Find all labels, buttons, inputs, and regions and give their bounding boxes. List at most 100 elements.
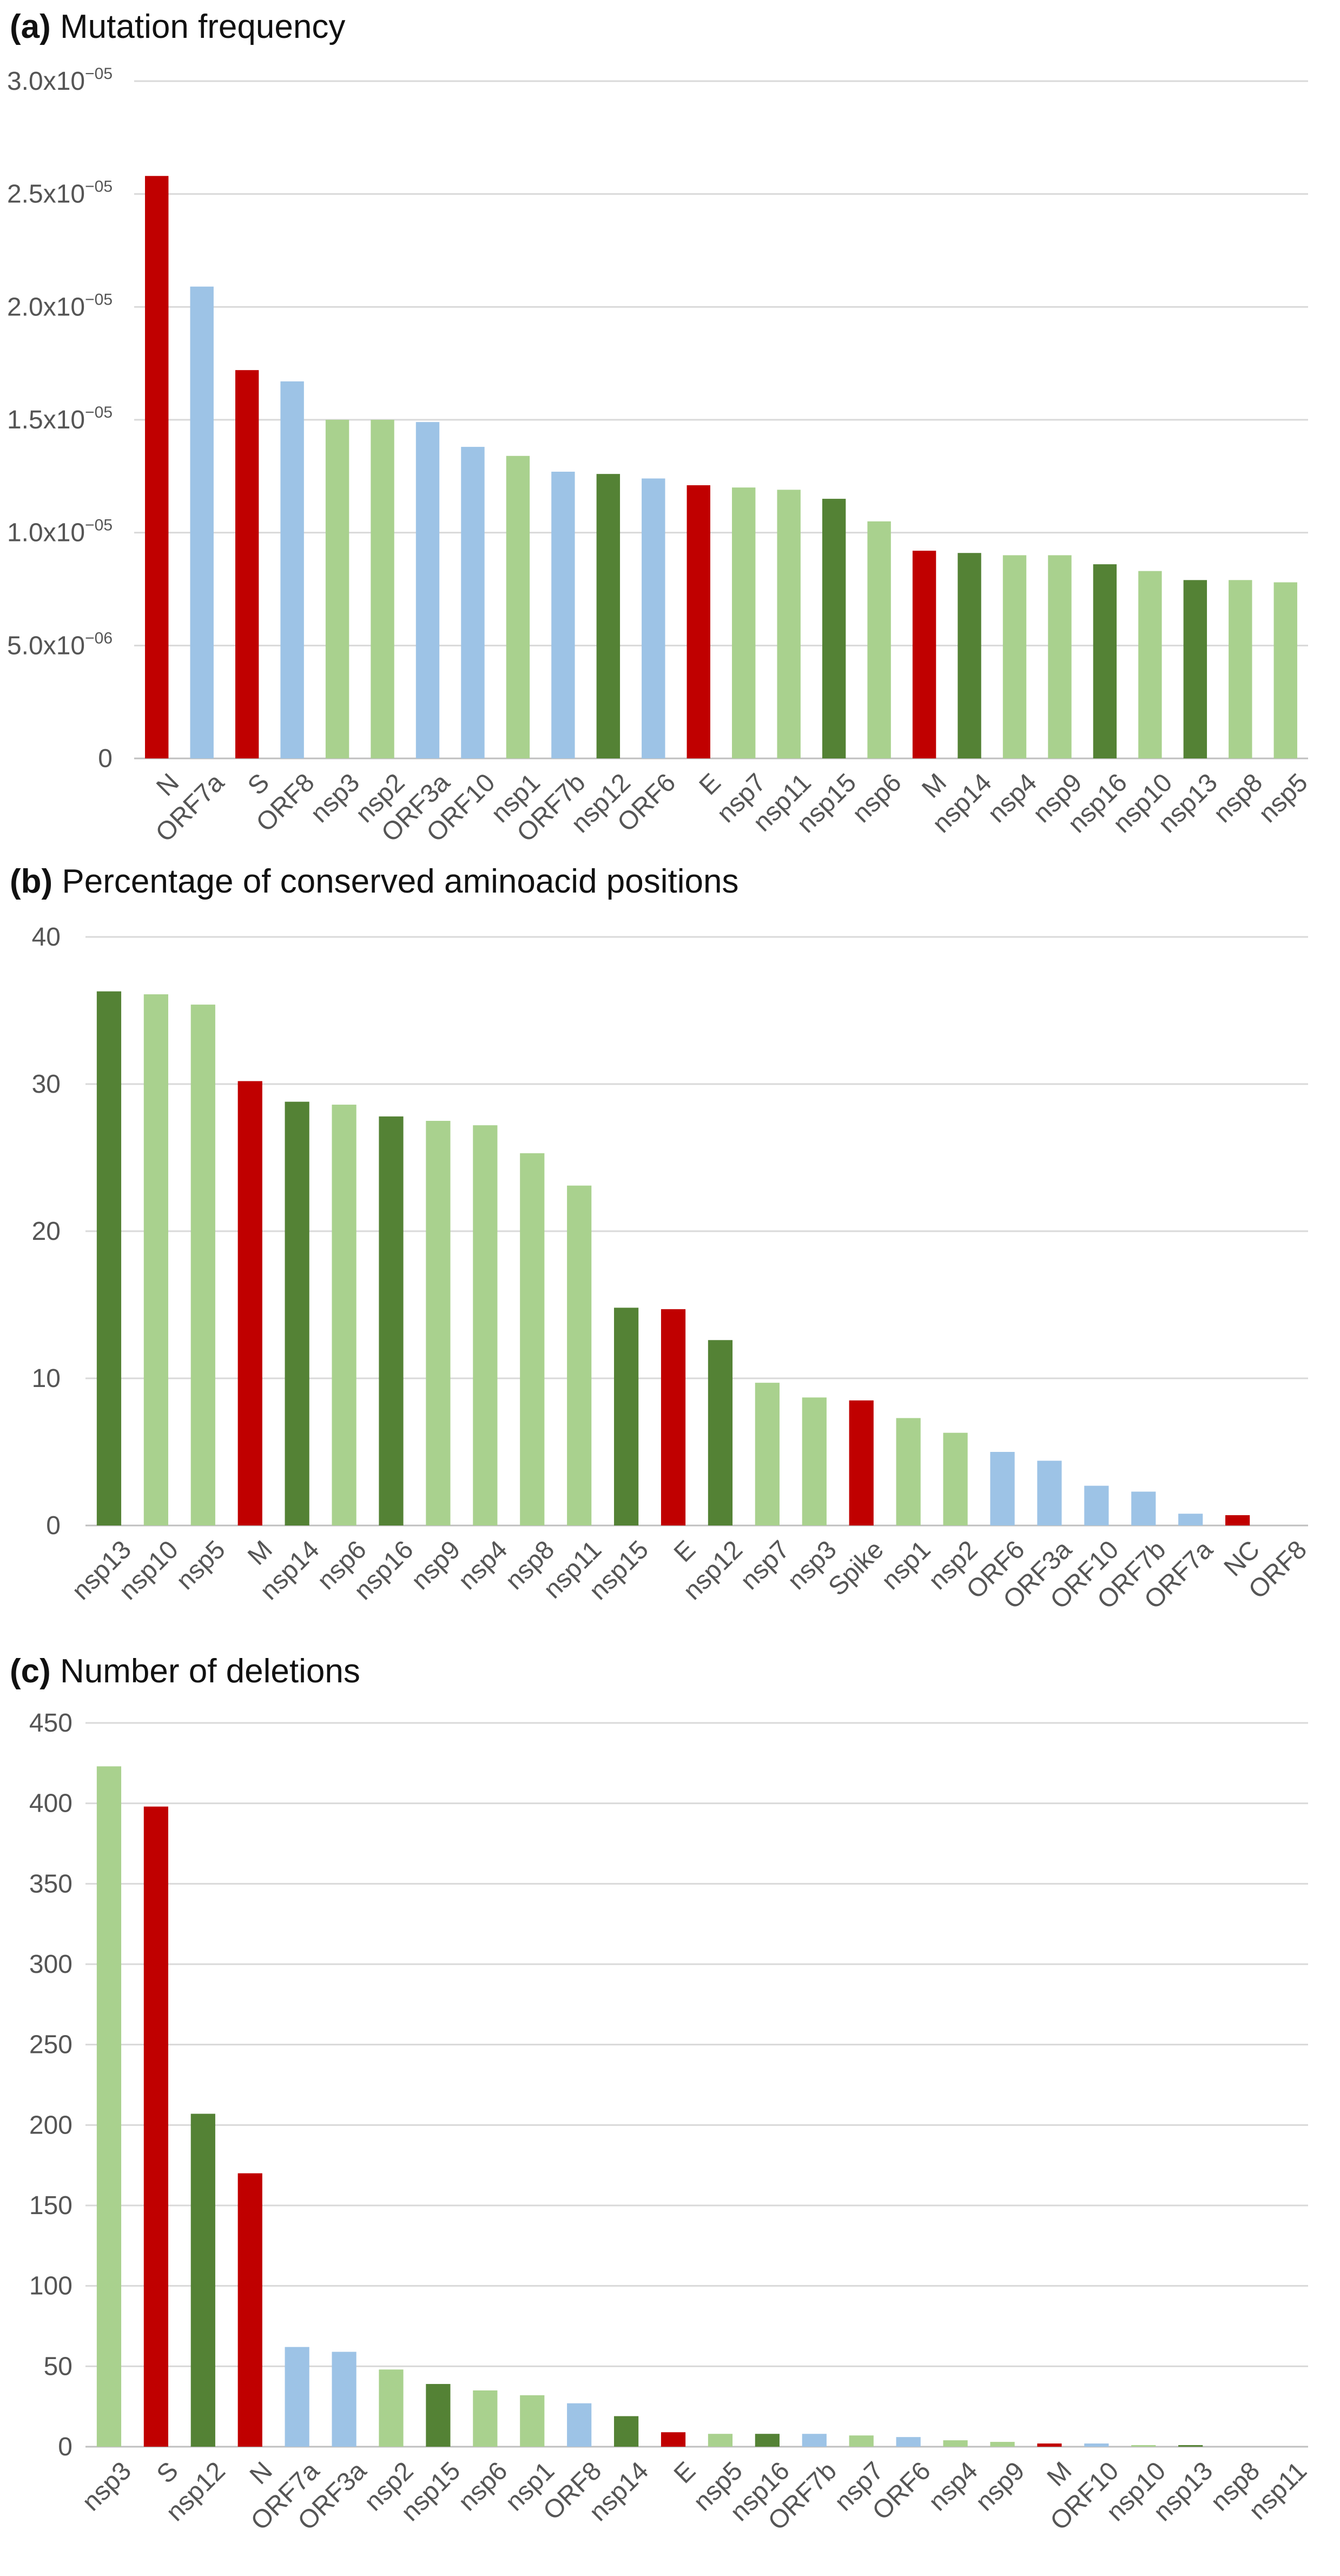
- y-tick-label: 40: [32, 923, 61, 952]
- bar-ORF7a: [190, 286, 214, 758]
- category-label: nsp8: [1208, 768, 1268, 828]
- bar-nsp12: [190, 2113, 215, 2447]
- bar-ORF3a: [332, 2352, 357, 2447]
- bar-nsp5: [190, 1005, 215, 1525]
- chart-label: (b): [10, 863, 53, 900]
- bar-nsp13: [1178, 2445, 1203, 2447]
- y-tick-label: 30: [32, 1070, 61, 1099]
- bar-nsp4: [473, 1125, 498, 1525]
- bar-nsp5: [708, 2434, 733, 2447]
- bar-nsp2: [379, 2369, 404, 2447]
- chart-plot: 0 5.0x10−06 1.0x10−05 1.5x10−05 2.0x10−05 2.5…: [7, 65, 1313, 848]
- chart-title: (c) Number of deletions: [10, 1652, 360, 1690]
- bar-nsp16: [1093, 564, 1117, 758]
- bar-S: [235, 370, 259, 758]
- category-label: M: [1042, 2456, 1078, 2492]
- category-label: E: [669, 2456, 701, 2489]
- bar-ORF7b: [1131, 1491, 1156, 1525]
- bar-ORF7a: [285, 2347, 309, 2447]
- chart-title-text: Number of deletions: [60, 1653, 360, 1690]
- category-label: E: [669, 1535, 701, 1568]
- bar-ORF3a: [1037, 1461, 1062, 1525]
- y-tick-label: 400: [29, 1789, 72, 1818]
- chart-title-text: Percentage of conserved aminoacid positi…: [62, 863, 739, 900]
- bar-ORF7b: [551, 471, 575, 758]
- bar-nsp16: [755, 2434, 780, 2447]
- bar-E: [686, 485, 710, 758]
- bar-nsp7: [732, 487, 756, 758]
- category-label: nsp6: [453, 2456, 513, 2516]
- bar-nsp6: [473, 2390, 498, 2447]
- y-tick-label: 10: [32, 1364, 61, 1393]
- category-label: S: [151, 2456, 184, 2489]
- y-tick-label: 200: [29, 2111, 72, 2139]
- category-label: nsp4: [453, 1535, 513, 1595]
- bar-nsp6: [867, 521, 891, 758]
- bar-nsp6: [332, 1105, 357, 1525]
- chart-title-text: Mutation frequency: [60, 8, 346, 45]
- bar-nsp3: [802, 1397, 827, 1525]
- bar-N: [237, 2173, 262, 2447]
- chart-number-of-deletions: (c) Number of deletions 0 50 100 150 200 250 3…: [0, 1644, 1340, 2576]
- bar-ORF8: [280, 381, 304, 758]
- category-label: nsp3: [305, 768, 365, 828]
- bar-NC: [1225, 1515, 1250, 1525]
- y-tick-label: 300: [29, 1950, 72, 1979]
- bar-ORF10: [1084, 1485, 1109, 1525]
- category-label: nsp5: [1253, 768, 1313, 828]
- bar-ORF7b: [802, 2434, 827, 2447]
- bar-nsp4: [943, 2440, 968, 2447]
- bar-nsp4: [1002, 555, 1027, 758]
- bar-Spike: [849, 1400, 874, 1525]
- bar-nsp15: [426, 2384, 451, 2447]
- bar-ORF6: [642, 478, 665, 758]
- bar-ORF10: [461, 447, 485, 758]
- y-tick-label: 100: [29, 2272, 72, 2301]
- bar-ORF6: [896, 2437, 921, 2447]
- y-tick-label: 2.0x10−05: [7, 290, 113, 321]
- category-label: nsp7: [735, 1535, 795, 1595]
- bar-nsp14: [614, 2416, 639, 2447]
- bar-E: [661, 2432, 686, 2447]
- category-label: nsp1: [876, 1535, 936, 1595]
- bar-nsp14: [285, 1101, 309, 1525]
- y-tick-label: 3.0x10−05: [7, 65, 113, 96]
- category-label: nsp4: [923, 2456, 983, 2516]
- bar-nsp10: [143, 994, 168, 1525]
- bar-nsp9: [426, 1121, 451, 1525]
- bar-nsp1: [896, 1418, 921, 1525]
- bar-nsp7: [849, 2435, 874, 2447]
- bar-nsp12: [596, 474, 621, 758]
- bar-nsp14: [958, 553, 981, 758]
- chart-mutation-frequency: (a) Mutation frequency 0 5.0x10−06 1.0x10−…: [0, 0, 1340, 855]
- bar-nsp3: [96, 1766, 122, 2447]
- category-label: S: [242, 768, 275, 801]
- bar-nsp2: [371, 420, 394, 758]
- bar-ORF3a: [415, 422, 440, 758]
- category-label: nsp4: [982, 768, 1042, 828]
- bar-nsp13: [1183, 580, 1207, 758]
- bar-S: [143, 1806, 168, 2447]
- category-label: N: [245, 2456, 278, 2490]
- chart-label: (a): [10, 8, 51, 45]
- y-tick-label: 2.5x10−05: [7, 178, 113, 209]
- bar-M: [237, 1081, 262, 1525]
- y-tick-label: 1.5x10−05: [7, 404, 113, 434]
- category-label: N: [151, 768, 184, 802]
- bar-nsp3: [325, 420, 349, 758]
- bar-nsp1: [506, 455, 530, 758]
- bar-M: [1037, 2443, 1062, 2447]
- y-tick-label: 150: [29, 2191, 72, 2220]
- y-tick-label: 450: [29, 1709, 72, 1738]
- bar-nsp15: [614, 1307, 639, 1525]
- y-tick-label: 0: [46, 1511, 61, 1540]
- bar-ORF7a: [1178, 1514, 1203, 1525]
- bar-ORF6: [990, 1452, 1015, 1525]
- y-tick-label: 20: [32, 1217, 61, 1246]
- y-tick-label: 250: [29, 2031, 72, 2059]
- bar-nsp7: [755, 1383, 780, 1525]
- bar-nsp5: [1273, 582, 1297, 758]
- category-label: nsp3: [77, 2456, 137, 2516]
